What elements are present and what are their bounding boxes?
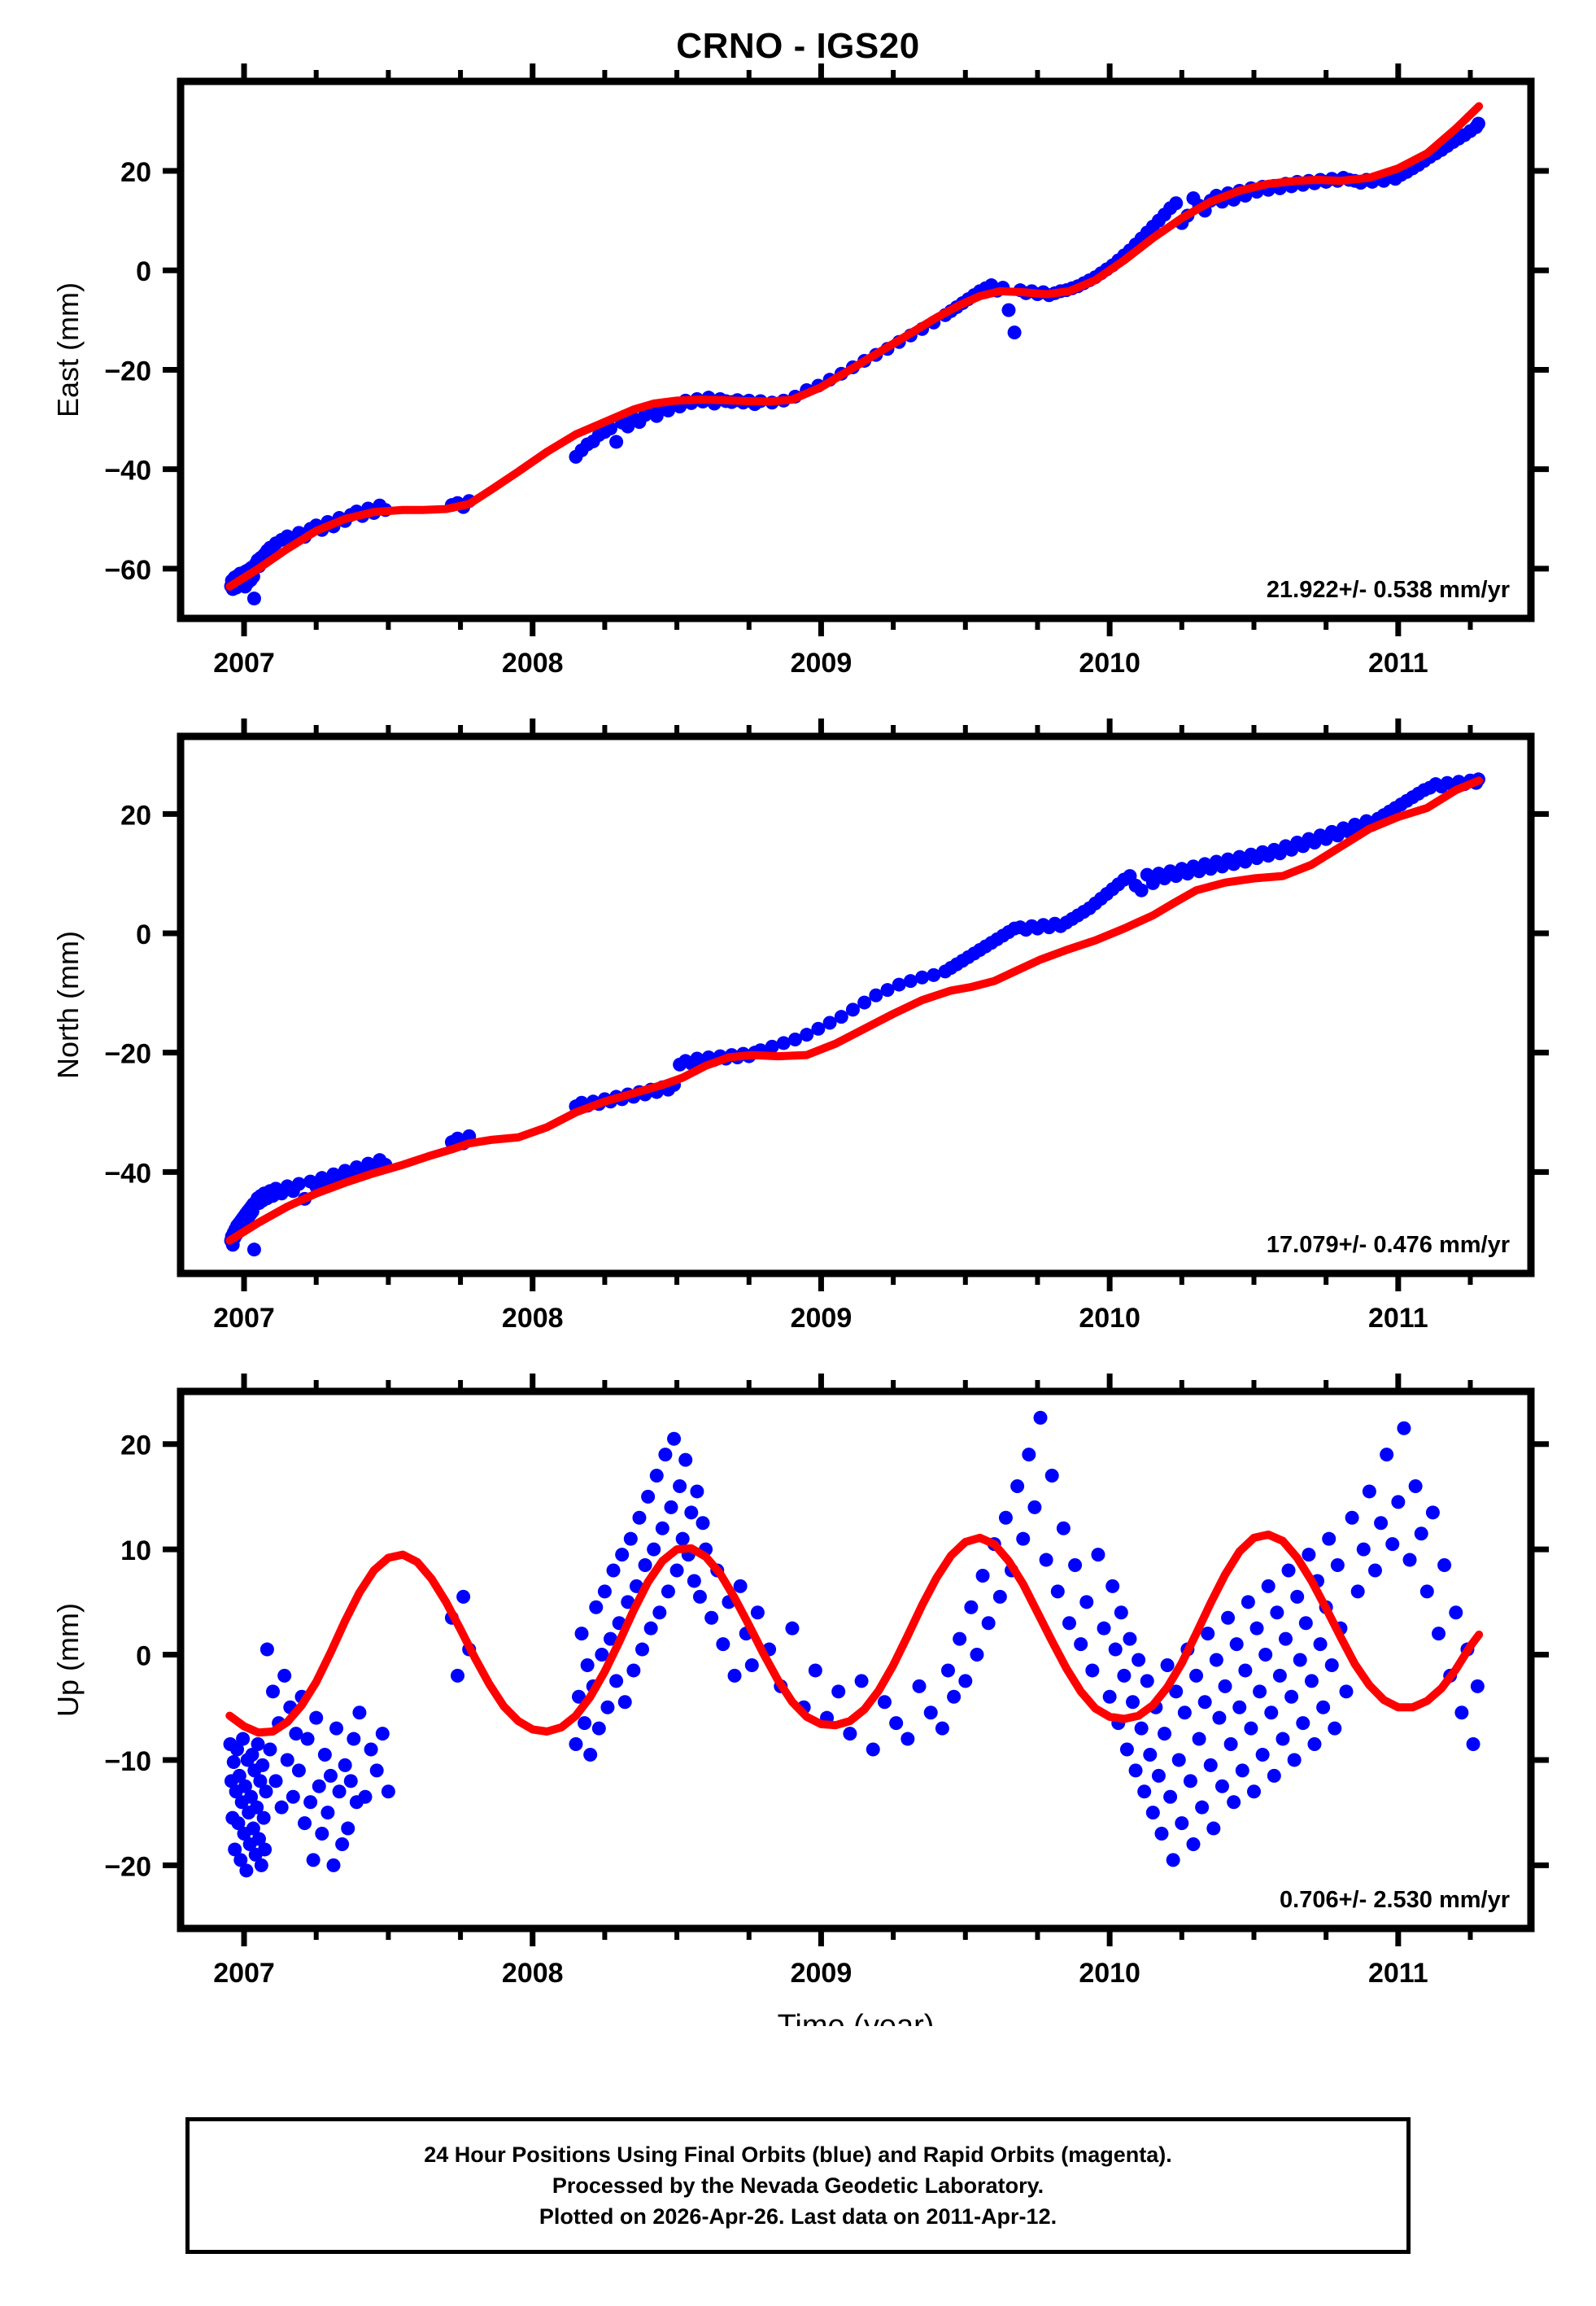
north-rate-annotation: 17.079+/- 0.476 mm/yr (1267, 1232, 1510, 1258)
north-ytick-label-2: −20 (104, 1039, 151, 1070)
east-ytick-label-0: 20 (120, 157, 151, 188)
east-ytick-label-3: −40 (104, 456, 151, 487)
north-xtick-label-4: 2011 (1368, 1303, 1428, 1334)
north-plot-svg: 20 0 −20 −40 2007 2008 2009 2010 2011 North (mm) 1… (51, 718, 1549, 1334)
panel-north: 20 0 −20 −40 2007 2008 2009 2010 2011 North (mm) 1… (51, 718, 1549, 1334)
up-ytick-label-3: −10 (104, 1746, 151, 1777)
up-ytick-label-4: −20 (104, 1851, 151, 1882)
east-data-layer (224, 102, 1485, 606)
east-axis-frame (177, 77, 1535, 622)
up-y-axis-label: Up (mm) (51, 1603, 85, 1717)
caption-line-3: Plotted on 2026-Apr-26. Last data on 201… (539, 2204, 1057, 2230)
up-x-axis-label: Time (year) (778, 2009, 935, 2026)
east-ytick-label-2: −20 (104, 356, 151, 387)
caption-line-1: 24 Hour Positions Using Final Orbits (bl… (424, 2142, 1172, 2167)
east-ytick-label-1: 0 (136, 256, 151, 287)
east-xtick-label-0: 2007 (213, 648, 275, 679)
up-ytick-label-2: 0 (136, 1641, 151, 1672)
up-xtick-label-3: 2010 (1079, 1958, 1140, 1989)
north-axis-frame (177, 732, 1535, 1277)
panel-east: 20 0 −20 −40 −60 2007 2008 2009 2010 2011 East (mm… (51, 63, 1549, 679)
east-rate-annotation: 21.922+/- 0.538 mm/yr (1267, 577, 1510, 603)
north-xtick-label-1: 2008 (502, 1303, 564, 1334)
north-xtick-label-3: 2010 (1079, 1303, 1140, 1334)
north-ytick-label-3: −40 (104, 1158, 151, 1189)
caption-line-2: Processed by the Nevada Geodetic Laborat… (552, 2173, 1044, 2198)
east-xtick-label-4: 2011 (1368, 648, 1428, 679)
east-ytick-label-4: −60 (104, 555, 151, 586)
east-xtick-label-3: 2010 (1079, 648, 1140, 679)
up-xtick-label-4: 2011 (1368, 1958, 1428, 1989)
up-xtick-label-1: 2008 (502, 1958, 564, 1989)
figure-title: CRNO - IGS20 (676, 26, 920, 66)
north-ytick-label-1: 0 (136, 919, 151, 950)
north-xtick-label-2: 2009 (791, 1303, 853, 1334)
north-xtick-label-0: 2007 (213, 1303, 275, 1334)
up-axis-frame (177, 1387, 1535, 1933)
panel-up: 20 10 0 −10 −20 2007 2008 2009 2010 2011 Up (mm) 0.… (51, 1374, 1549, 2026)
up-rate-annotation: 0.706+/- 2.530 mm/yr (1280, 1887, 1510, 1913)
up-xtick-label-2: 2009 (791, 1958, 853, 1989)
north-scatter-points (224, 772, 1485, 1257)
up-scatter-points (223, 1410, 1485, 1878)
up-model-line (225, 1531, 1484, 1737)
east-model-line (225, 102, 1484, 591)
east-plot-area (181, 81, 1531, 618)
east-xtick-label-2: 2009 (791, 648, 853, 679)
caption-box: 24 Hour Positions Using Final Orbits (bl… (185, 2117, 1411, 2254)
north-y-axis-label: North (mm) (51, 931, 85, 1079)
east-xtick-label-1: 2008 (502, 648, 564, 679)
east-y-axis-label: East (mm) (51, 282, 85, 417)
up-ytick-label-1: 10 (120, 1535, 151, 1566)
up-ytick-label-0: 20 (120, 1430, 151, 1461)
east-plot-svg: 20 0 −20 −40 −60 2007 2008 2009 2010 2011 East (mm… (51, 63, 1549, 679)
north-model-line (225, 776, 1484, 1245)
north-ytick-label-0: 20 (120, 800, 151, 831)
up-data-layer (223, 1410, 1485, 1878)
up-xtick-label-0: 2007 (213, 1958, 275, 1989)
north-data-layer (224, 772, 1485, 1257)
